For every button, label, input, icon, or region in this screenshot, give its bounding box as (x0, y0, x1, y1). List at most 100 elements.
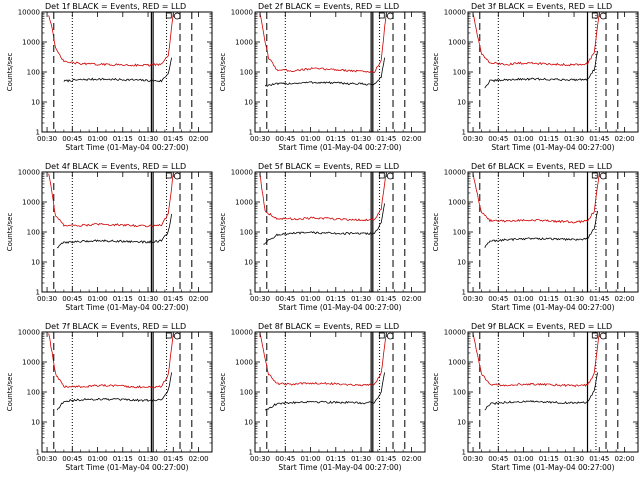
chart-panel-4: 1 10 100 1000 10000 00:30 00:45 01:00 01:15 01:30… (6, 162, 213, 312)
lld-series-line (472, 173, 600, 224)
x-tick-label: 01:45 (589, 295, 609, 303)
x-tick-label: 00:45 (488, 295, 508, 303)
lld-series-line (472, 333, 600, 388)
square-symbol (378, 172, 385, 179)
x-tick-label: 01:15 (326, 455, 346, 463)
y-tick-label: 10000 (18, 169, 40, 177)
y-tick-label: 10 (31, 259, 40, 267)
x-tick-label: 01:00 (87, 455, 107, 463)
plot-frame (467, 331, 639, 453)
y-axis-label: Counts/sec (432, 53, 440, 92)
y-tick-label: 1 (249, 449, 253, 457)
chart-title: Det 1f BLACK = Events, RED = LLD (45, 2, 186, 11)
x-tick-label: 01:45 (163, 295, 183, 303)
chart-title: Det 5f BLACK = Events, RED = LLD (258, 162, 399, 171)
circle-symbol (599, 12, 607, 20)
x-tick-label: 01:30 (351, 135, 371, 143)
x-tick-label: 00:30 (37, 455, 57, 463)
y-tick-label: 100 (453, 69, 466, 77)
x-tick-label: 01:30 (564, 455, 584, 463)
x-tick-label: 00:30 (250, 295, 270, 303)
x-tick-label: 02:00 (401, 295, 421, 303)
x-tick-label: 01:15 (539, 455, 559, 463)
y-tick-label: 10000 (444, 329, 466, 337)
y-tick-label: 100 (453, 229, 466, 237)
plot-frame (467, 11, 639, 133)
events-series-line (56, 372, 172, 411)
chart-title: Det 8f BLACK = Events, RED = LLD (258, 322, 399, 331)
x-tick-label: 01:00 (300, 135, 320, 143)
x-axis-label: Start Time (01-May-04 00:27:00) (278, 303, 401, 312)
square-symbol (591, 12, 598, 19)
x-tick-label: 00:30 (37, 295, 57, 303)
chart-panel-3: 1 10 100 1000 10000 00:30 00:45 01:00 01:15 01:30… (432, 2, 639, 152)
chart-panel-5: 1 10 100 1000 10000 00:30 00:45 01:00 01:15 01:30… (219, 162, 426, 312)
x-axis-label: Start Time (01-May-04 00:27:00) (65, 303, 188, 312)
chart-title: Det 7f BLACK = Events, RED = LLD (45, 322, 186, 331)
chart-panel-9: 1 10 100 1000 10000 00:30 00:45 01:00 01:15 01:30… (432, 322, 639, 472)
chart-title: Det 3f BLACK = Events, RED = LLD (471, 2, 612, 11)
y-tick-label: 1000 (235, 39, 253, 47)
y-axis-label: Counts/sec (219, 373, 227, 412)
y-tick-label: 1000 (22, 199, 40, 207)
x-axis-label: Start Time (01-May-04 00:27:00) (278, 143, 401, 152)
square-symbol (378, 332, 385, 339)
x-tick-label: 02:00 (188, 455, 208, 463)
circle-symbol (173, 172, 181, 180)
y-tick-label: 1 (249, 289, 253, 297)
y-tick-label: 1000 (22, 39, 40, 47)
y-axis-label: Counts/sec (432, 373, 440, 412)
x-tick-label: 01:00 (300, 295, 320, 303)
circle-symbol (173, 332, 181, 340)
x-axis-label: Start Time (01-May-04 00:27:00) (491, 303, 614, 312)
circle-symbol (599, 172, 607, 180)
events-series-line (484, 372, 598, 411)
x-tick-label: 00:45 (275, 135, 295, 143)
y-axis-label: Counts/sec (432, 213, 440, 252)
y-tick-label: 10 (457, 419, 466, 427)
x-tick-label: 01:30 (138, 135, 158, 143)
x-axis-label: Start Time (01-May-04 00:27:00) (65, 143, 188, 152)
x-tick-label: 00:45 (275, 295, 295, 303)
x-tick-label: 00:45 (62, 455, 82, 463)
plot-frame (254, 11, 426, 133)
x-axis-label: Start Time (01-May-04 00:27:00) (491, 143, 614, 152)
chart-title: Det 6f BLACK = Events, RED = LLD (471, 162, 612, 171)
y-tick-label: 10000 (18, 329, 40, 337)
chart-title: Det 4f BLACK = Events, RED = LLD (45, 162, 186, 171)
square-symbol (591, 332, 598, 339)
x-axis-label: Start Time (01-May-04 00:27:00) (65, 463, 188, 472)
x-tick-label: 00:30 (250, 135, 270, 143)
x-tick-label: 01:45 (376, 295, 396, 303)
circle-symbol (386, 172, 394, 180)
square-symbol (165, 12, 172, 19)
x-tick-label: 02:00 (614, 295, 634, 303)
x-tick-label: 01:15 (539, 135, 559, 143)
circle-symbol (173, 12, 181, 20)
x-tick-label: 01:00 (513, 135, 533, 143)
y-tick-label: 100 (240, 389, 253, 397)
x-tick-label: 00:30 (463, 455, 483, 463)
lld-series-line (48, 13, 174, 67)
chart-panel-8: 1 10 100 1000 10000 00:30 00:45 01:00 01:15 01:30… (219, 322, 426, 472)
x-tick-label: 01:45 (376, 135, 396, 143)
x-axis-label: Start Time (01-May-04 00:27:00) (491, 463, 614, 472)
y-tick-label: 1000 (448, 39, 466, 47)
y-axis-label: Counts/sec (6, 213, 14, 252)
x-tick-label: 01:30 (138, 295, 158, 303)
lld-series-line (472, 13, 600, 67)
events-series-line (484, 50, 598, 89)
x-tick-label: 01:30 (138, 455, 158, 463)
y-tick-label: 1 (462, 289, 466, 297)
events-series-line (264, 372, 385, 411)
events-series-line (264, 57, 385, 88)
events-series-line (63, 57, 172, 83)
x-tick-label: 02:00 (188, 295, 208, 303)
y-tick-label: 10000 (444, 169, 466, 177)
y-tick-label: 1 (249, 129, 253, 137)
square-symbol (591, 172, 598, 179)
events-series-line (484, 210, 598, 248)
y-tick-label: 1 (462, 129, 466, 137)
circle-symbol (599, 332, 607, 340)
